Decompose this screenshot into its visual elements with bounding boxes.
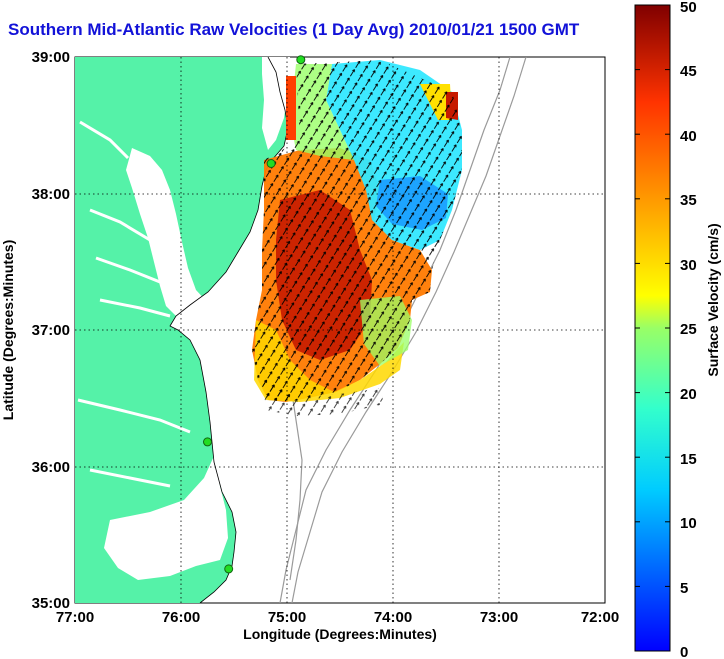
station-marker — [224, 564, 234, 574]
land-mass — [75, 57, 288, 603]
y-axis: 35:00 36:00 37:00 38:00 39:00 Latitude (… — [0, 49, 70, 612]
y-tick-label: 36:00 — [32, 459, 70, 476]
x-tick-label: 72:00 — [581, 609, 619, 626]
station-marker — [266, 159, 276, 168]
y-tick-label: 39:00 — [32, 49, 70, 66]
y-tick-label: 37:00 — [32, 322, 70, 339]
delaware-bay — [262, 57, 290, 150]
x-tick-label: 75:00 — [268, 609, 306, 626]
colorbar-ticks — [635, 4, 670, 652]
velocity-arrows-fringe — [262, 376, 384, 416]
map-title: Southern Mid-Atlantic Raw Velocities (1 … — [8, 20, 580, 39]
colorbar-tick-label: 25 — [680, 321, 697, 338]
colorbar-tick-label: 50 — [680, 0, 697, 16]
colorbar-tick-label: 30 — [680, 257, 697, 274]
colorbar-tick-label: 45 — [680, 63, 697, 80]
x-tick-label: 77:00 — [56, 609, 94, 626]
x-tick-label: 74:00 — [374, 609, 412, 626]
x-tick-label: 73:00 — [480, 609, 518, 626]
colorbar-tick-label: 5 — [680, 580, 688, 597]
x-tick-label: 76:00 — [162, 609, 200, 626]
x-axis: 77:00 76:00 75:00 74:00 73:00 72:00 Long… — [56, 609, 619, 642]
colorbar-label: Surface Velocity (cm/s) — [705, 223, 721, 376]
x-axis-label: Longitude (Degrees:Minutes) — [243, 626, 437, 642]
colorbar-tick-label: 35 — [680, 192, 697, 209]
map-grid — [75, 57, 605, 603]
coastline — [169, 57, 289, 603]
colorbar: 0 5 10 15 20 25 30 35 40 45 50 Surface V… — [634, 0, 721, 659]
colorbar-tick-label: 15 — [680, 451, 697, 468]
colorbar-tick-label: 10 — [680, 515, 697, 532]
pamlico-sound — [104, 456, 228, 580]
velocity-arrows — [252, 60, 462, 402]
chesapeake-bay — [126, 148, 226, 324]
y-tick-label: 38:00 — [32, 186, 70, 203]
colorbar-tick-label: 20 — [680, 386, 697, 403]
colorbar-tick-label: 40 — [680, 128, 697, 145]
station-markers — [203, 55, 306, 574]
y-axis-label: Latitude (Degrees:Minutes) — [0, 240, 16, 420]
river-network — [77, 120, 191, 488]
y-tick-label: 35:00 — [32, 595, 70, 612]
colorbar-scale — [634, 4, 671, 652]
station-marker — [203, 437, 212, 447]
colorbar-tick-label: 0 — [680, 644, 688, 659]
station-marker — [296, 55, 306, 65]
